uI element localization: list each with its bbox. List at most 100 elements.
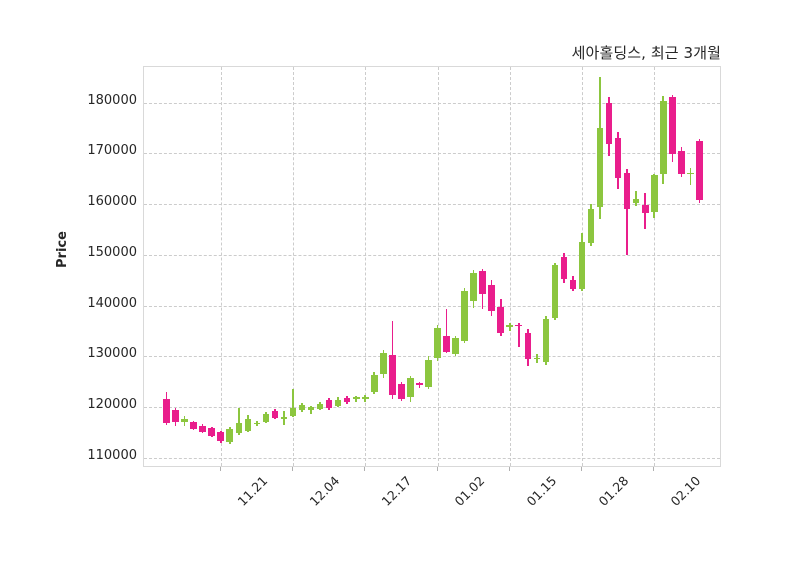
candle-body — [298, 404, 306, 411]
candle-body — [542, 318, 550, 363]
gridline-horizontal — [144, 153, 720, 155]
candle-body — [506, 325, 514, 328]
candle-body — [416, 383, 423, 386]
candle-body — [623, 173, 631, 210]
candle-body — [605, 102, 613, 145]
y-tick-label: 180000 — [87, 92, 137, 108]
plot-area — [143, 66, 721, 467]
candle-body — [470, 273, 477, 301]
candle-body — [461, 290, 468, 342]
candle-wick — [508, 323, 511, 332]
candle-body — [361, 396, 369, 400]
candle-body — [578, 242, 586, 290]
y-tick-label: 160000 — [87, 194, 137, 210]
candle-body — [524, 332, 532, 359]
candle-body — [307, 407, 315, 410]
candle-body — [280, 417, 288, 419]
candle-body — [190, 422, 197, 429]
candle-body — [687, 172, 694, 175]
gridline-vertical — [509, 67, 511, 466]
x-tick-mark — [581, 467, 583, 471]
y-tick-label: 110000 — [87, 447, 137, 463]
candle-wick — [635, 191, 637, 207]
gridline-horizontal — [144, 407, 720, 409]
candle-body — [434, 327, 441, 359]
gridline-horizontal — [144, 356, 720, 358]
candle-body — [199, 425, 206, 433]
x-tick-mark — [508, 467, 510, 471]
candle-body — [289, 407, 297, 417]
candle-body — [669, 96, 676, 155]
candle-body — [172, 409, 179, 423]
x-axis-tick-labels: 11.21 12.04 12.17 01.02 01.15 01.28 02.10 — [143, 467, 721, 537]
y-tick-label: 120000 — [87, 397, 137, 413]
x-tick-label: 01.02 — [451, 473, 487, 509]
candle-wick — [310, 406, 312, 414]
y-tick-label: 140000 — [87, 295, 137, 311]
candle-body — [596, 127, 604, 208]
candle-wick — [689, 168, 692, 185]
candle-wick — [292, 389, 294, 418]
candle-body — [443, 336, 450, 352]
candle-body — [217, 432, 225, 442]
candle-body — [488, 285, 495, 312]
candle-body — [253, 422, 261, 425]
x-tick-label: 01.15 — [523, 473, 560, 509]
candle-body — [587, 209, 595, 244]
y-tick-label: 170000 — [87, 143, 137, 159]
x-tick-mark — [436, 467, 438, 471]
x-tick-label: 01.28 — [595, 473, 632, 509]
x-tick-mark — [219, 467, 221, 471]
candle-body — [334, 400, 342, 407]
candle-body — [316, 404, 324, 409]
gridline-vertical — [293, 67, 295, 466]
candle-body — [226, 428, 234, 442]
x-tick-label: 12.04 — [306, 473, 343, 509]
candle-body — [244, 418, 252, 432]
gridline-horizontal — [144, 102, 720, 104]
x-tick-mark — [292, 467, 294, 471]
candle-body — [163, 399, 170, 424]
y-axis-tick-labels: 110000 120000 130000 140000 150000 160000 1700… — [63, 66, 137, 467]
candle-body — [515, 324, 523, 327]
gridline-horizontal — [144, 305, 720, 307]
candle-body — [614, 138, 622, 178]
x-tick-label: 02.10 — [667, 473, 704, 509]
x-tick-label: 12.17 — [378, 473, 415, 509]
gridline-horizontal — [144, 254, 720, 256]
gridline-vertical — [365, 67, 367, 466]
y-tick-label: 150000 — [87, 244, 137, 260]
candle-body — [425, 360, 432, 388]
x-tick-mark — [364, 467, 366, 471]
candle-body — [551, 265, 559, 318]
candle-body — [696, 140, 703, 201]
candle-body — [479, 270, 486, 294]
candle-wick — [238, 408, 240, 435]
y-tick-label: 130000 — [87, 346, 137, 362]
candle-body — [678, 150, 685, 175]
candle-body — [343, 397, 351, 402]
candle-body — [560, 256, 568, 280]
candle-body — [235, 422, 243, 434]
candle-body — [389, 355, 396, 395]
candle-body — [452, 338, 459, 354]
candle-body — [407, 378, 414, 397]
candle-body — [497, 306, 505, 334]
x-tick-label: 11.21 — [234, 473, 271, 509]
candle-body — [659, 100, 667, 174]
candle-body — [181, 419, 188, 423]
candle-body — [325, 399, 333, 409]
candle-body — [262, 414, 270, 423]
candle-body — [641, 204, 649, 213]
gridline-vertical — [437, 67, 439, 466]
candle-body — [569, 279, 577, 289]
gridline-horizontal — [144, 457, 720, 459]
candle-body — [352, 397, 360, 399]
x-tick-mark — [653, 467, 655, 471]
candle-body — [398, 384, 405, 400]
candle-wick — [517, 323, 520, 348]
candle-wick — [445, 308, 448, 354]
candle-body — [632, 198, 640, 204]
chart-title: 세아홀딩스, 최근 3개월 — [571, 44, 721, 62]
